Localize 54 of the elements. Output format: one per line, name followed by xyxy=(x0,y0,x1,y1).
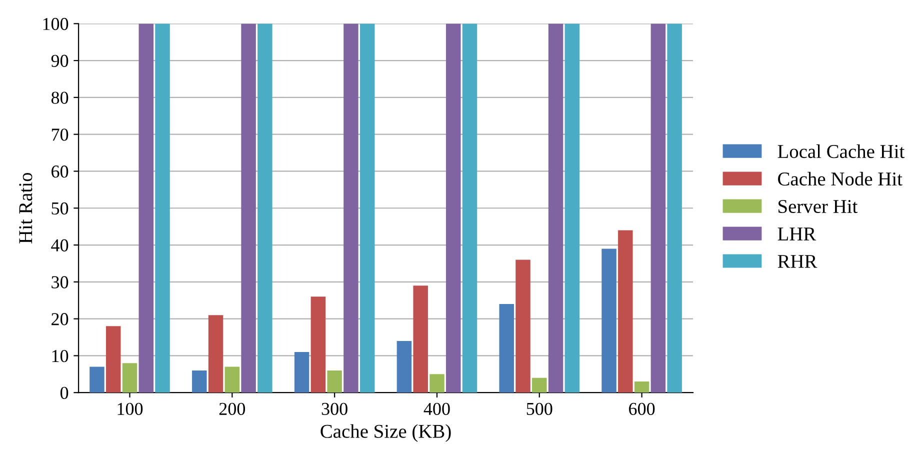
bar xyxy=(446,24,461,393)
bar xyxy=(396,340,412,393)
y-tick-label: 10 xyxy=(52,350,68,362)
bar xyxy=(208,315,224,393)
bar xyxy=(327,370,342,393)
legend-label: LHR xyxy=(778,228,816,240)
bar xyxy=(532,378,547,393)
y-tick-label: 20 xyxy=(52,313,68,326)
bar xyxy=(192,370,207,393)
bar xyxy=(602,248,616,393)
x-axis-title: Cache Size (KB) xyxy=(320,424,451,442)
x-tick-label: 100 xyxy=(118,402,143,416)
x-tick-label: 400 xyxy=(424,402,450,416)
y-tick-label: 100 xyxy=(43,18,68,30)
legend-label: Server Hit xyxy=(778,200,858,214)
bar xyxy=(667,24,682,393)
bar xyxy=(618,230,633,393)
bar xyxy=(138,24,154,393)
bar xyxy=(106,326,121,393)
bar xyxy=(564,24,580,393)
bar xyxy=(650,24,666,393)
bar xyxy=(499,304,514,393)
x-tick-label: 200 xyxy=(219,402,246,416)
y-tick-label: 40 xyxy=(51,239,68,252)
bar xyxy=(634,382,650,393)
bar xyxy=(122,363,138,393)
legend-label: Local Cache Hit xyxy=(778,144,905,158)
y-tick-label: 30 xyxy=(52,276,68,288)
y-tick-label: 50 xyxy=(52,202,68,215)
bar xyxy=(294,352,310,393)
bar xyxy=(258,24,272,393)
x-tick-label: 600 xyxy=(629,402,655,416)
bar xyxy=(430,374,444,393)
y-tick-label: 70 xyxy=(52,128,68,141)
y-tick-label: 90 xyxy=(51,54,68,67)
bar xyxy=(344,24,358,393)
y-tick-label: 60 xyxy=(52,165,68,178)
bar xyxy=(241,24,256,393)
bar xyxy=(155,24,170,393)
legend-label: RHR xyxy=(778,255,818,268)
bar xyxy=(310,296,326,393)
legend-label: Cache Node Hit xyxy=(778,172,902,186)
bar xyxy=(548,24,564,393)
x-tick-label: 500 xyxy=(526,402,552,416)
bar xyxy=(462,24,478,393)
bar xyxy=(224,366,240,393)
x-tick-label: 300 xyxy=(322,402,348,416)
bar xyxy=(360,24,375,393)
bar xyxy=(516,260,530,393)
y-axis-title: Hit Ratio xyxy=(19,172,32,244)
bar xyxy=(90,366,104,393)
y-tick-label: 80 xyxy=(51,92,68,104)
bar xyxy=(413,286,428,393)
y-tick-label: 0 xyxy=(60,386,68,400)
